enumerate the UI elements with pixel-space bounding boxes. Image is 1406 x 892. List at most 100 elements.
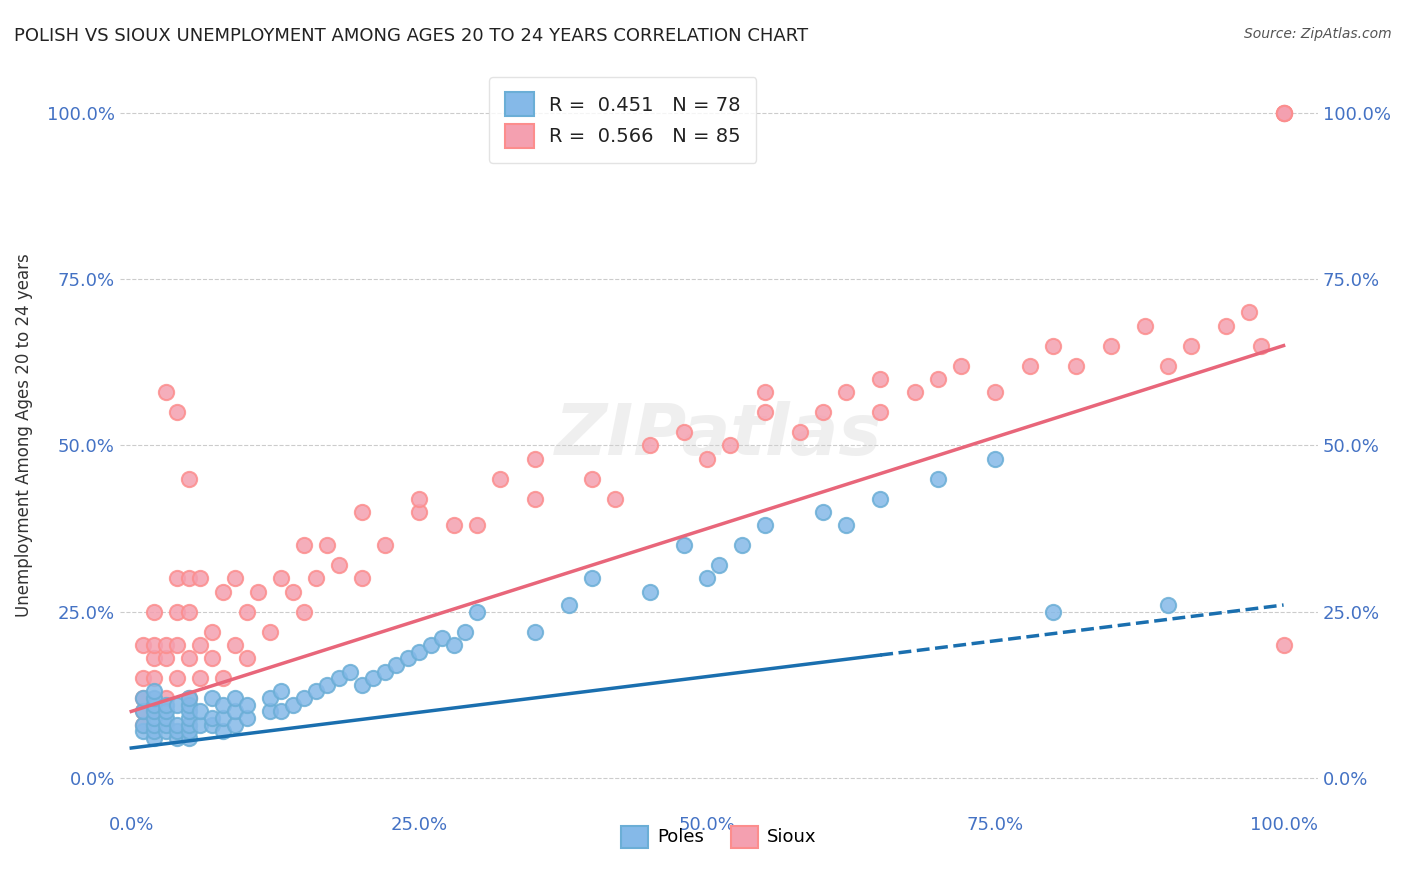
Point (235, 711, 257, 725)
Point (132, 724, 155, 739)
Point (869, 405, 891, 419)
Point (304, 684, 326, 698)
Point (984, 451, 1007, 466)
Point (201, 624, 224, 639)
Point (1215, 318, 1237, 333)
Point (707, 558, 730, 573)
Point (259, 705, 281, 719)
Point (190, 671, 212, 685)
Point (904, 385, 927, 400)
Point (949, 359, 972, 373)
Point (339, 665, 361, 679)
Point (177, 472, 200, 486)
Point (1064, 359, 1087, 373)
Point (155, 651, 177, 665)
Point (328, 558, 350, 573)
Point (235, 698, 257, 712)
Point (259, 691, 281, 706)
Point (292, 538, 315, 552)
Point (143, 651, 166, 665)
Point (143, 705, 166, 719)
Point (212, 671, 235, 685)
Point (212, 584, 235, 599)
Point (1157, 598, 1180, 612)
Point (304, 571, 326, 585)
Text: POLISH VS SIOUX UNEMPLOYMENT AMONG AGES 20 TO 24 YEARS CORRELATION CHART: POLISH VS SIOUX UNEMPLOYMENT AMONG AGES … (14, 27, 808, 45)
Point (166, 605, 188, 619)
Point (143, 724, 166, 739)
Point (581, 472, 603, 486)
Point (834, 385, 856, 400)
Point (754, 518, 776, 533)
Point (396, 651, 419, 665)
Point (361, 671, 384, 685)
Point (235, 605, 257, 619)
Point (1135, 318, 1157, 333)
Point (789, 425, 811, 439)
Point (489, 472, 512, 486)
Point (132, 717, 155, 731)
Point (443, 638, 465, 652)
Point (166, 731, 188, 745)
Point (259, 624, 281, 639)
Point (177, 717, 200, 731)
Point (316, 678, 339, 692)
Point (166, 698, 188, 712)
Point (1099, 338, 1122, 352)
Point (143, 711, 166, 725)
Point (143, 671, 166, 685)
Point (638, 438, 661, 452)
Point (190, 717, 212, 731)
Point (811, 505, 834, 519)
Text: Source: ZipAtlas.com: Source: ZipAtlas.com (1244, 27, 1392, 41)
Point (696, 571, 718, 585)
Point (292, 605, 315, 619)
Point (177, 724, 200, 739)
Point (177, 691, 200, 706)
Point (177, 571, 200, 585)
Point (143, 698, 166, 712)
Point (166, 405, 188, 419)
Point (984, 385, 1007, 400)
Point (523, 491, 546, 506)
Point (927, 372, 949, 386)
Point (465, 605, 488, 619)
Y-axis label: Unemployment Among Ages 20 to 24 years: Unemployment Among Ages 20 to 24 years (15, 253, 32, 617)
Point (350, 678, 373, 692)
Point (201, 691, 224, 706)
Point (374, 665, 396, 679)
Point (155, 698, 177, 712)
Point (132, 691, 155, 706)
Point (720, 438, 742, 452)
Point (177, 651, 200, 665)
Point (212, 724, 235, 739)
Point (281, 698, 304, 712)
Point (1272, 105, 1295, 120)
Point (177, 605, 200, 619)
Point (1042, 338, 1064, 352)
Point (177, 698, 200, 712)
Point (224, 691, 246, 706)
Point (132, 705, 155, 719)
Point (177, 705, 200, 719)
Point (605, 491, 627, 506)
Point (1250, 338, 1272, 352)
Point (166, 724, 188, 739)
Point (292, 691, 315, 706)
Point (155, 705, 177, 719)
Point (558, 598, 581, 612)
Point (408, 505, 430, 519)
Point (834, 518, 856, 533)
Point (1180, 338, 1202, 352)
Point (224, 638, 246, 652)
Point (1019, 359, 1042, 373)
Point (811, 405, 834, 419)
Point (754, 385, 776, 400)
Point (155, 717, 177, 731)
Point (190, 571, 212, 585)
Point (673, 425, 696, 439)
Point (143, 705, 166, 719)
Point (869, 372, 891, 386)
Point (166, 638, 188, 652)
Point (190, 638, 212, 652)
